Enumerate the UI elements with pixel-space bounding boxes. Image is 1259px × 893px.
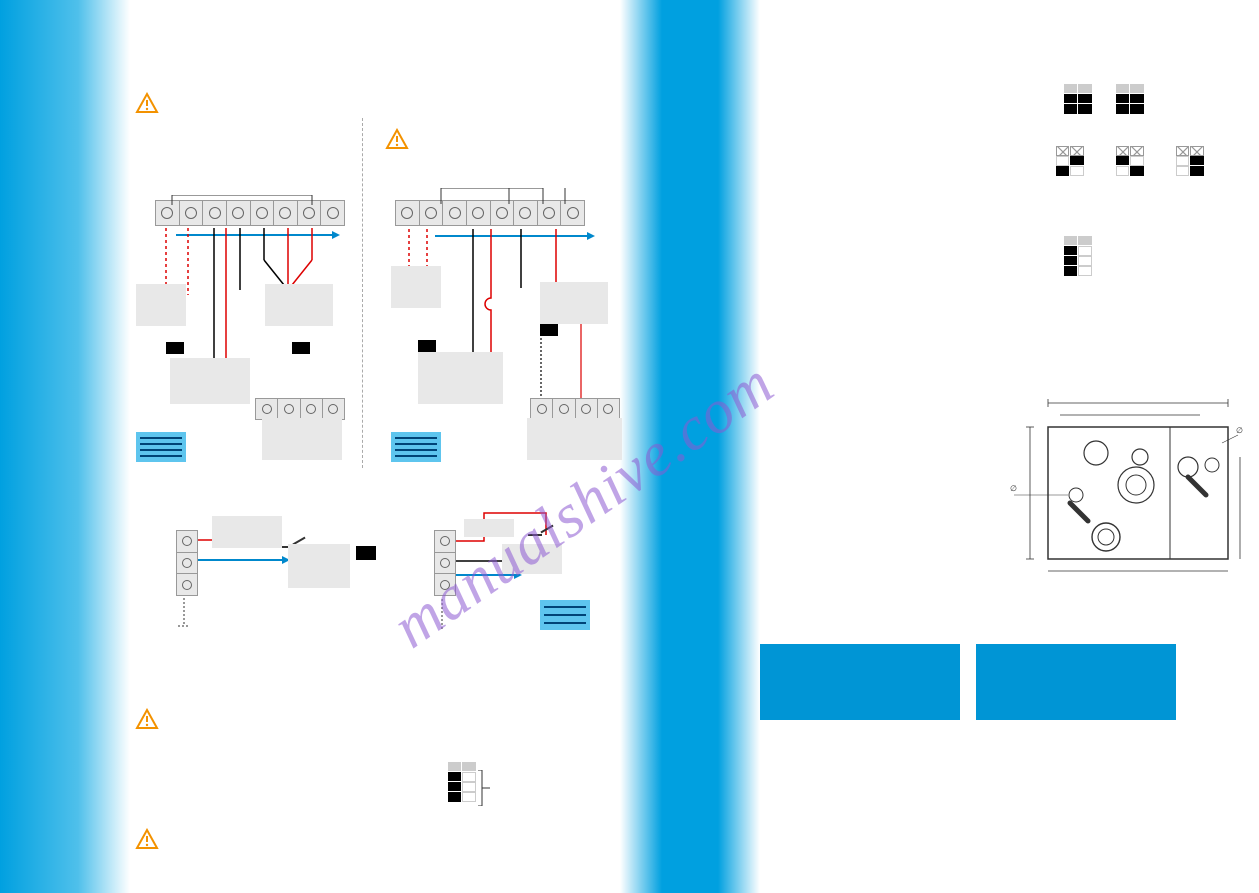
warning-icon <box>385 128 409 152</box>
dip-switch-grid <box>1116 84 1144 114</box>
component-box <box>136 284 186 326</box>
wire-legend-box <box>540 600 590 630</box>
svg-text:∅: ∅ <box>1236 426 1243 435</box>
terminal-block-small-2 <box>530 398 620 420</box>
wire-legend-box <box>136 432 186 462</box>
info-panel <box>760 644 960 720</box>
label-marker <box>166 342 184 354</box>
info-panel <box>976 644 1176 720</box>
label-marker <box>540 324 558 336</box>
warning-icon <box>135 828 159 852</box>
divider-line <box>362 118 363 468</box>
component-box <box>464 519 514 537</box>
warning-icon <box>135 708 159 732</box>
label-marker <box>356 546 376 560</box>
label-marker <box>292 342 310 354</box>
left-gradient-bar <box>0 0 130 893</box>
terminal-block-1 <box>155 200 345 226</box>
component-box <box>265 284 333 326</box>
dip-switch-grid <box>1176 146 1204 176</box>
dip-switch-grid <box>1064 84 1092 114</box>
dip-switch-grid <box>1056 146 1084 176</box>
component-box <box>391 266 441 308</box>
component-box <box>540 282 608 324</box>
component-box <box>212 516 282 548</box>
component-box <box>418 352 503 404</box>
center-gradient-bar <box>620 0 760 893</box>
dip-switch-grid <box>1116 146 1144 176</box>
component-box <box>288 544 350 588</box>
component-box <box>262 418 342 460</box>
warning-icon <box>135 92 159 116</box>
wire-legend-box <box>391 432 441 462</box>
svg-text:∅: ∅ <box>1010 484 1017 493</box>
terminal-block-small-1 <box>255 398 345 420</box>
terminal-block-2 <box>395 200 585 226</box>
dimensional-drawing: ∅ ∅ <box>1010 395 1250 585</box>
label-marker <box>418 340 436 352</box>
dip-switch-grid <box>1064 236 1092 276</box>
terminal-block-vertical-1 <box>176 530 198 596</box>
thermostat-contact-icon <box>528 534 542 536</box>
terminal-block-vertical-2 <box>434 530 456 596</box>
component-box <box>527 418 622 460</box>
dip-bracket-icon <box>478 770 492 806</box>
dip-switch-grid <box>448 762 476 802</box>
component-box <box>170 358 250 404</box>
component-box <box>502 544 562 574</box>
